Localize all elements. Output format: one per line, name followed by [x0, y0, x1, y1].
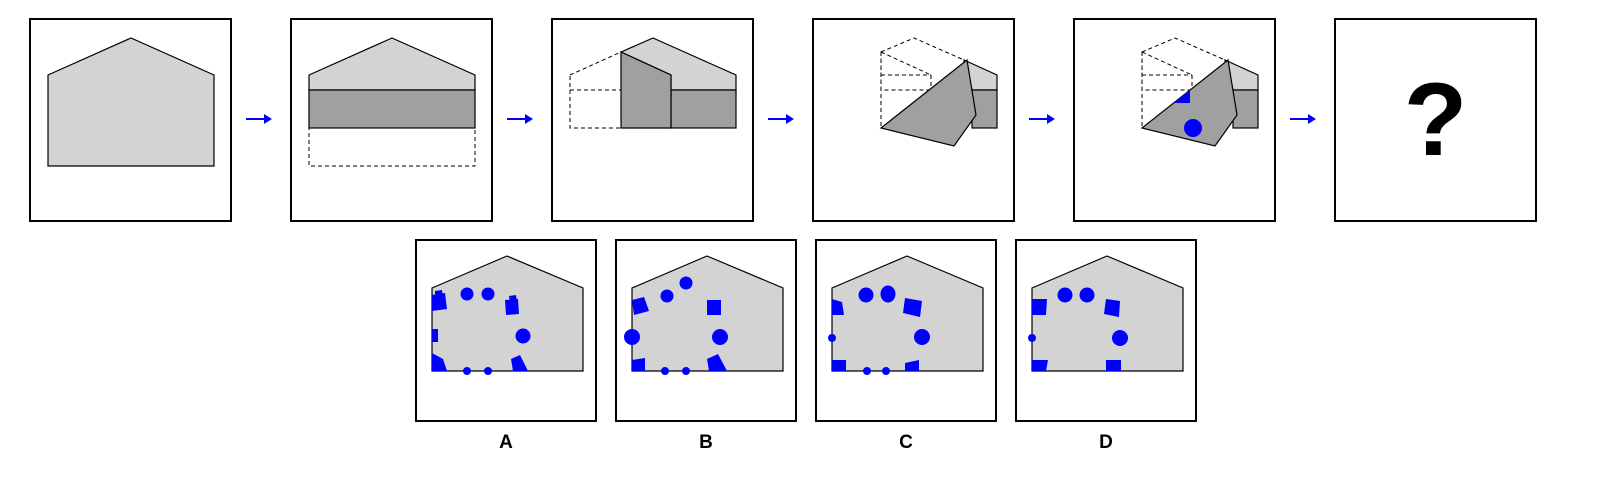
option-a-label: A	[499, 432, 513, 453]
option-c-unfolded-paper	[828, 255, 984, 375]
step-4-fold-right-diagonal	[879, 37, 998, 147]
step-5-frame	[1073, 18, 1276, 222]
square-hole	[1174, 90, 1190, 103]
option-c-frame[interactable]	[815, 239, 997, 422]
right-arrow-icon	[506, 112, 534, 130]
option-d-unfolded-paper	[1028, 255, 1184, 372]
step-1-unfolded-paper	[47, 37, 215, 167]
right-arrow-icon	[767, 112, 795, 130]
step-1-frame	[29, 18, 232, 222]
right-arrow-icon	[245, 112, 273, 130]
option-b-label: B	[699, 432, 713, 453]
question-mark: ?	[1403, 62, 1468, 178]
option-a-unfolded-paper	[431, 255, 584, 375]
step-2-fold-bottom-up	[308, 37, 476, 167]
option-a-frame[interactable]	[415, 239, 597, 422]
option-d-frame[interactable]	[1015, 239, 1197, 422]
option-c-label: C	[899, 432, 913, 453]
right-arrow-icon	[1028, 112, 1056, 130]
step-5-punch-holes	[1140, 37, 1259, 147]
step-3-fold-left-in	[569, 37, 737, 129]
option-d-label: D	[1099, 432, 1113, 453]
step-4-frame	[812, 18, 1015, 222]
step-2-frame	[290, 18, 493, 222]
answer-placeholder-frame: ?	[1334, 18, 1537, 222]
circle-hole	[1184, 119, 1202, 137]
option-b-frame[interactable]	[615, 239, 797, 422]
option-b-unfolded-paper	[624, 255, 784, 375]
step-3-frame	[551, 18, 754, 222]
right-arrow-icon	[1289, 112, 1317, 130]
